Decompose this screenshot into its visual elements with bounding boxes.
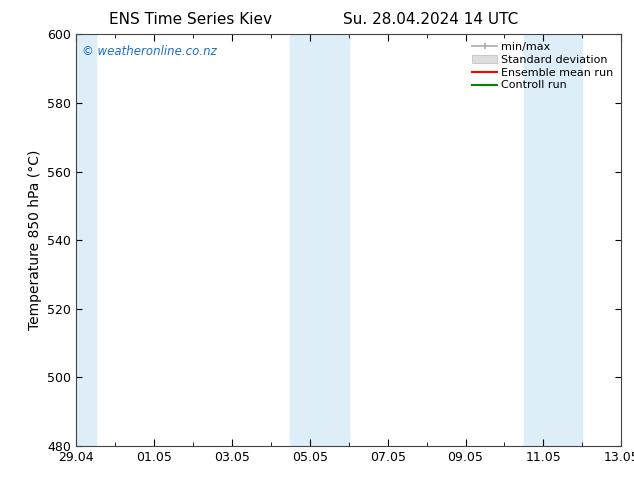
Bar [524,34,583,446]
Text: © weatheronline.co.nz: © weatheronline.co.nz [82,45,216,58]
Text: Su. 28.04.2024 14 UTC: Su. 28.04.2024 14 UTC [344,12,519,27]
Bar [76,34,96,446]
Text: ENS Time Series Kiev: ENS Time Series Kiev [108,12,272,27]
Legend: min/max, Standard deviation, Ensemble mean run, Controll run: min/max, Standard deviation, Ensemble me… [470,40,616,93]
Bar [290,34,349,446]
Y-axis label: Temperature 850 hPa (°C): Temperature 850 hPa (°C) [28,150,42,330]
